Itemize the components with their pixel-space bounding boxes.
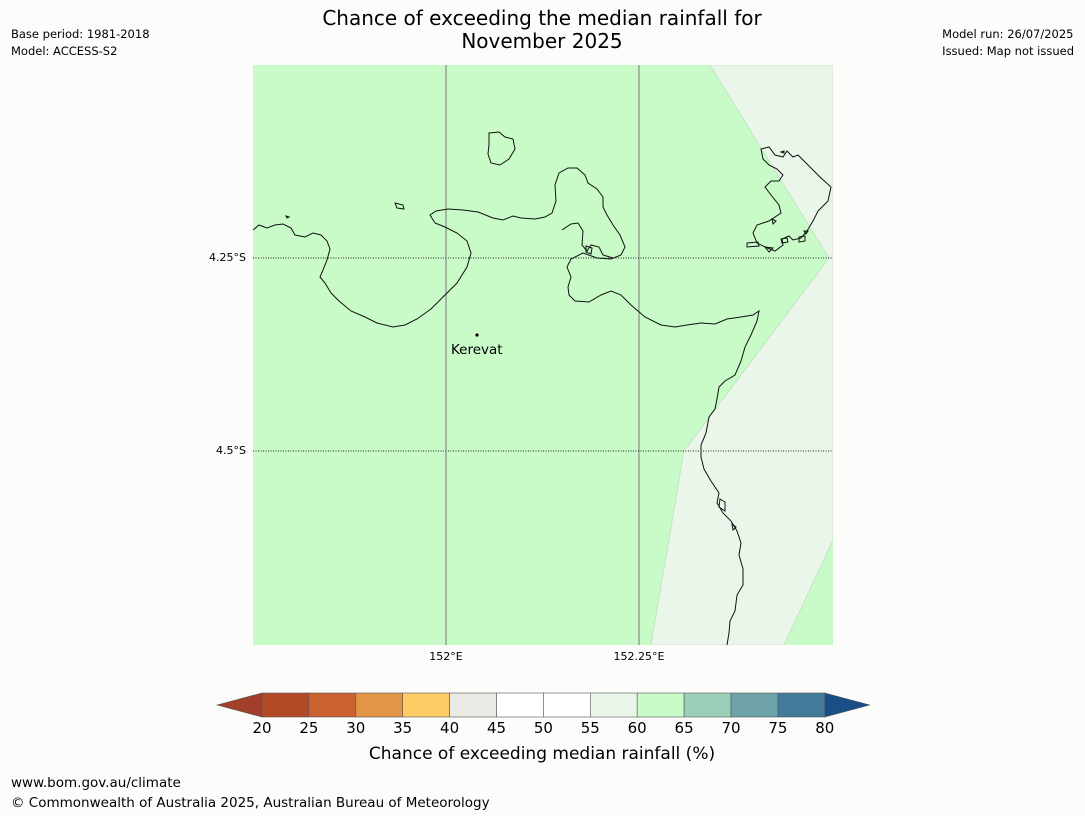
lon-label-152-25: 152.25°E	[613, 650, 665, 663]
colorbar-segment	[543, 692, 591, 718]
colorbar-segment	[589, 692, 638, 718]
colorbar-tick-label: 30	[346, 719, 366, 737]
colorbar-tick-label: 35	[393, 719, 413, 737]
colorbar-extend-low	[215, 692, 263, 718]
colorbar-tick-label: 45	[486, 719, 507, 737]
colorbar-tick-label: 20	[252, 719, 272, 737]
meta-left: Base period: 1981-2018 Model: ACCESS-S2	[11, 26, 150, 60]
colorbar-segment	[449, 692, 497, 718]
title-line-1: Chance of exceeding the median rainfall …	[322, 6, 762, 30]
forecast-map	[253, 65, 833, 645]
colorbar-tick-label: 40	[440, 719, 460, 737]
colorbar	[215, 692, 871, 724]
colorbar-tick-label: 65	[674, 719, 694, 737]
issued-status: Issued: Map not issued	[942, 44, 1074, 58]
colorbar-segment	[683, 692, 732, 718]
base-period: Base period: 1981-2018	[11, 27, 150, 41]
colorbar-ticks: 20 25 30 35 40 45 50 55 60 65 70 75 80	[0, 719, 1085, 739]
colorbar-svg	[215, 692, 871, 718]
colorbar-segment	[355, 692, 404, 718]
title-line-2: November 2025	[461, 29, 623, 53]
colorbar-tick-label: 25	[299, 719, 319, 737]
model-run: Model run: 26/07/2025	[942, 27, 1074, 41]
footer-copyright: © Commonwealth of Australia 2025, Austra…	[11, 795, 490, 811]
model-name: Model: ACCESS-S2	[11, 44, 118, 58]
meta-right: Model run: 26/07/2025 Issued: Map not is…	[942, 26, 1074, 60]
colorbar-segment	[496, 692, 544, 718]
map-title: Chance of exceeding the median rainfall …	[242, 7, 842, 53]
colorbar-tick-label: 60	[627, 719, 647, 737]
colorbar-extend-high	[824, 692, 871, 718]
lat-label-4-5: 4.5°S	[216, 444, 246, 457]
colorbar-segment	[308, 692, 357, 718]
place-label: Kerevat	[451, 342, 503, 358]
colorbar-segment	[636, 692, 685, 718]
colorbar-segment	[261, 692, 310, 718]
colorbar-tick-label: 50	[533, 719, 553, 737]
colorbar-tick-label: 75	[768, 719, 788, 737]
colorbar-tick-label: 80	[815, 719, 835, 737]
town-marker-kerevat	[475, 333, 479, 337]
region-east	[650, 65, 833, 645]
lat-label-4-25: 4.25°S	[209, 251, 246, 264]
colorbar-segment	[730, 692, 779, 718]
lon-label-152: 152°E	[429, 650, 463, 663]
footer-url[interactable]: www.bom.gov.au/climate	[11, 775, 181, 791]
coastline	[253, 131, 832, 645]
colorbar-title: Chance of exceeding median rainfall (%)	[368, 744, 716, 764]
colorbar-segment	[777, 692, 826, 718]
colorbar-segment	[402, 692, 450, 718]
map-canvas	[253, 65, 833, 645]
colorbar-tick-label: 55	[580, 719, 600, 737]
colorbar-tick-label: 70	[721, 719, 741, 737]
